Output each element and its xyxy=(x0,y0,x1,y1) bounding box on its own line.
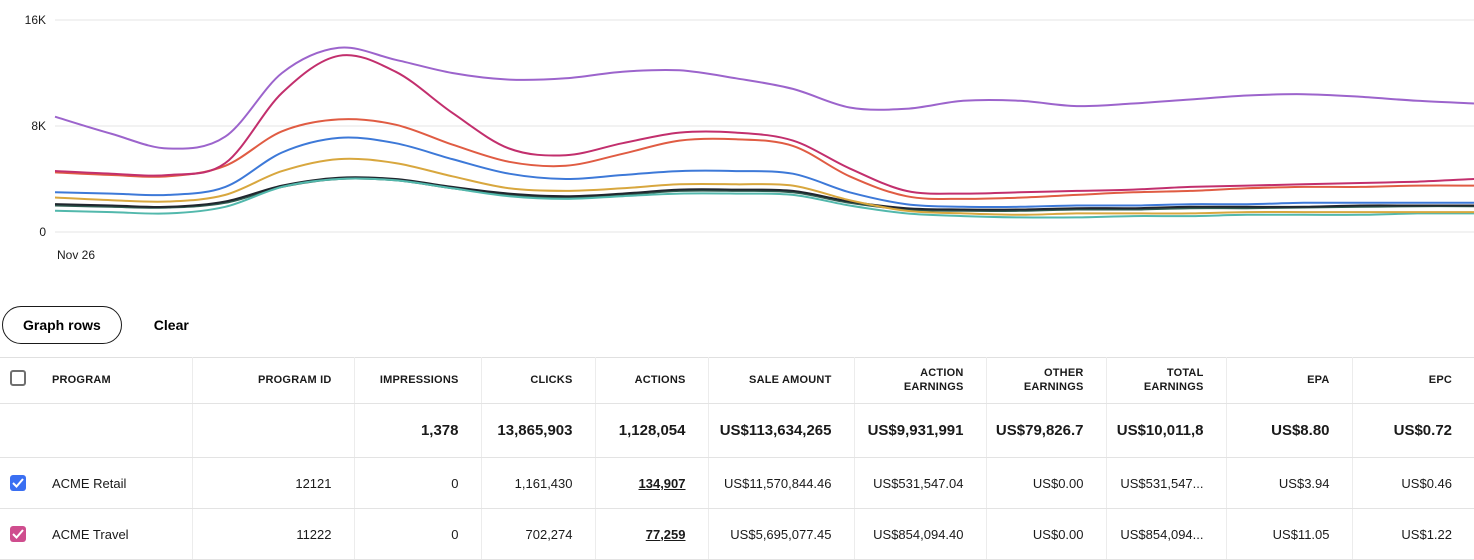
cell-sale-amount: US$11,570,844.46 xyxy=(707,457,854,509)
cell-program: ACME Travel xyxy=(36,508,192,560)
row-checkbox[interactable] xyxy=(10,526,26,542)
chart-line-blue xyxy=(54,136,1474,209)
col-header-epa[interactable]: EPA xyxy=(1225,357,1352,404)
cell-program-id: 12121 xyxy=(191,457,354,509)
chart-line-navy xyxy=(54,176,1474,211)
col-header-other-earnings[interactable]: OTHER EARNINGS xyxy=(985,357,1106,404)
cell-other-earnings: US$0.00 xyxy=(985,457,1106,509)
y-tick-0: 0 xyxy=(39,225,46,239)
performance-chart: 16K 8K 0 Nov 26 xyxy=(0,0,1474,268)
cell-action-earnings: US$531,547.04 xyxy=(853,457,986,509)
checkmark-icon xyxy=(12,478,24,488)
graph-rows-button[interactable]: Graph rows xyxy=(2,306,122,344)
cell-epc: US$0.46 xyxy=(1351,457,1474,509)
col-header-program-id[interactable]: PROGRAM ID xyxy=(191,357,354,404)
cell-other-earnings: US$0.00 xyxy=(985,508,1106,560)
totals-total-earnings: US$10,011,8 xyxy=(1105,403,1226,458)
cell-program: ACME Retail xyxy=(36,457,192,509)
totals-row: 1,378 13,865,903 1,128,054 US$113,634,26… xyxy=(0,403,1474,458)
performance-report-table: PROGRAM PROGRAM ID IMPRESSIONS CLICKS AC… xyxy=(0,357,1474,560)
actions-link[interactable]: 77,259 xyxy=(645,526,686,542)
col-header-program[interactable]: PROGRAM xyxy=(36,357,192,404)
cell-program-id: 11222 xyxy=(191,508,354,560)
col-header-impressions[interactable]: IMPRESSIONS xyxy=(353,357,481,404)
chart-line-teal xyxy=(54,177,1474,219)
cell-epc: US$1.22 xyxy=(1351,508,1474,560)
totals-sale-amount: US$113,634,265 xyxy=(707,403,854,458)
cell-total-earnings: US$531,547... xyxy=(1105,457,1226,509)
table-header-row: PROGRAM PROGRAM ID IMPRESSIONS CLICKS AC… xyxy=(0,357,1474,404)
cell-epa: US$11.05 xyxy=(1225,508,1352,560)
cell-impressions: 0 xyxy=(353,508,481,560)
select-all-checkbox[interactable] xyxy=(10,370,26,387)
table-row: ACME Travel 11222 0 702,274 77,259 US$5,… xyxy=(0,508,1474,560)
totals-program-id xyxy=(191,403,354,458)
row-checkbox[interactable] xyxy=(10,475,26,491)
checkmark-icon xyxy=(12,529,24,539)
col-header-epc[interactable]: EPC xyxy=(1351,357,1474,404)
totals-other-earnings: US$79,826.7 xyxy=(985,403,1106,458)
line-chart-svg: 16K 8K 0 Nov 26 xyxy=(25,13,1474,262)
col-header-action-earnings[interactable]: ACTION EARNINGS xyxy=(853,357,986,404)
cell-sale-amount: US$5,695,077.45 xyxy=(707,508,854,560)
totals-action-earnings: US$9,931,991 xyxy=(853,403,986,458)
col-header-sale-amount[interactable]: SALE AMOUNT xyxy=(707,357,854,404)
totals-clicks: 13,865,903 xyxy=(480,403,595,458)
cell-action-earnings: US$854,094.40 xyxy=(853,508,986,560)
table-row: ACME Retail 12121 0 1,161,430 134,907 US… xyxy=(0,457,1474,509)
col-header-clicks[interactable]: CLICKS xyxy=(480,357,595,404)
chart-line-orange xyxy=(54,118,1474,200)
chart-line-crimson xyxy=(54,54,1474,195)
cell-total-earnings: US$854,094... xyxy=(1105,508,1226,560)
clear-button[interactable]: Clear xyxy=(148,316,195,334)
totals-epa: US$8.80 xyxy=(1225,403,1352,458)
col-header-actions[interactable]: ACTIONS xyxy=(594,357,708,404)
x-tick-nov26: Nov 26 xyxy=(57,248,95,262)
cell-clicks: 1,161,430 xyxy=(480,457,595,509)
totals-epc: US$0.72 xyxy=(1351,403,1474,458)
chart-line-purple xyxy=(54,46,1474,150)
graph-controls: Graph rows Clear xyxy=(2,306,1474,344)
col-header-total-earnings[interactable]: TOTAL EARNINGS xyxy=(1105,357,1226,404)
cell-impressions: 0 xyxy=(353,457,481,509)
y-tick-8k: 8K xyxy=(31,119,46,133)
y-tick-16k: 16K xyxy=(25,13,46,27)
cell-clicks: 702,274 xyxy=(480,508,595,560)
chart-line-yellow xyxy=(54,157,1474,216)
chart-series-group xyxy=(54,46,1474,219)
totals-impressions: 1,378 xyxy=(353,403,481,458)
actions-link[interactable]: 134,907 xyxy=(638,475,686,491)
totals-actions: 1,128,054 xyxy=(594,403,708,458)
cell-epa: US$3.94 xyxy=(1225,457,1352,509)
